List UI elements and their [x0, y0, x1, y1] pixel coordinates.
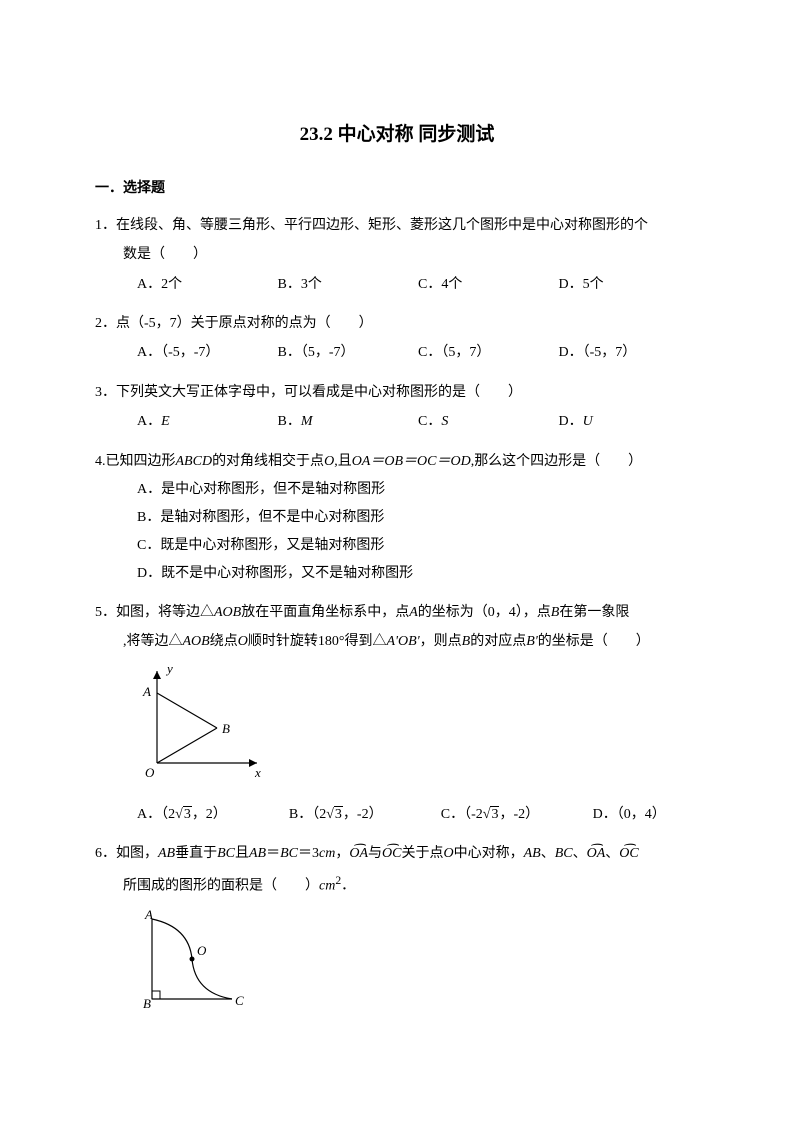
- q5-figure: y x A B O: [95, 663, 699, 794]
- q3-option-b: B．M: [278, 407, 419, 436]
- arc-oc: OC: [382, 839, 401, 868]
- q2-option-a: A．（-5，-7）: [137, 338, 278, 367]
- q5-diagram: y x A B O: [137, 663, 267, 783]
- q5-line2: ,将等边△AOB绕点O顺时针旋转180°得到△A'OB'，则点B的对应点B'的坐…: [95, 627, 699, 656]
- question-2: 2．点（-5，7）关于原点对称的点为（ ） A．（-5，-7） B．（5，-7）…: [95, 309, 699, 368]
- q5-line1: 5．如图，将等边△AOB放在平面直角坐标系中，点A的坐标为（0，4），点B在第一…: [95, 598, 699, 627]
- q2-option-c: C．（5，7）: [418, 338, 559, 367]
- q2-option-b: B．（5，-7）: [278, 338, 419, 367]
- q4-options: A．是中心对称图形，但不是轴对称图形 B．是轴对称图形，但不是中心对称图形 C．…: [95, 476, 699, 588]
- q1-option-a: A．2个: [137, 270, 278, 299]
- q1-option-c: C．4个: [418, 270, 559, 299]
- q3-option-c: C．S: [418, 407, 559, 436]
- svg-text:C: C: [235, 993, 244, 1008]
- q6-figure: A O B C: [95, 907, 699, 1023]
- q1-text-line1: 1．在线段、角、等腰三角形、平行四边形、矩形、菱形这几个图形中是中心对称图形的个: [95, 211, 699, 240]
- question-4: 4.已知四边形ABCD的对角线相交于点O,且OA＝OB＝OC＝OD,那么这个四边…: [95, 447, 699, 588]
- section-header: 一．选择题: [95, 178, 699, 200]
- q4-option-a: A．是中心对称图形，但不是轴对称图形: [137, 476, 699, 504]
- q2-options: A．（-5，-7） B．（5，-7） C．（5，7） D．（-5，7）: [95, 338, 699, 367]
- svg-text:O: O: [197, 943, 207, 958]
- question-6: 6．如图，AB垂直于BC且AB＝BC＝3cm，OA与OC关于点O中心对称，AB、…: [95, 839, 699, 1023]
- q3-options: A．E B．M C．S D．U: [95, 407, 699, 436]
- q5-option-a: A．（23，2）: [137, 800, 281, 829]
- q5-options: A．（23，2） B．（23，-2） C．（-23，-2） D．（0，4）: [95, 800, 699, 829]
- arc-oa-2: OA: [587, 839, 606, 868]
- arc-oa: OA: [349, 839, 368, 868]
- q3-option-a: A．E: [137, 407, 278, 436]
- q4-option-c: C．既是中心对称图形，又是轴对称图形: [137, 532, 699, 560]
- q2-text: 2．点（-5，7）关于原点对称的点为（ ）: [95, 309, 699, 338]
- svg-text:B: B: [222, 721, 230, 736]
- q1-options: A．2个 B．3个 C．4个 D．5个: [95, 270, 699, 299]
- q1-text-line2: 数是（ ）: [95, 240, 699, 269]
- q4-text: 4.已知四边形ABCD的对角线相交于点O,且OA＝OB＝OC＝OD,那么这个四边…: [95, 447, 699, 476]
- svg-text:y: y: [165, 663, 173, 676]
- question-1: 1．在线段、角、等腰三角形、平行四边形、矩形、菱形这几个图形中是中心对称图形的个…: [95, 211, 699, 299]
- q3-text: 3．下列英文大写正体字母中，可以看成是中心对称图形的是（ ）: [95, 378, 699, 407]
- q4-option-b: B．是轴对称图形，但不是中心对称图形: [137, 504, 699, 532]
- q1-option-b: B．3个: [278, 270, 419, 299]
- q6-line1: 6．如图，AB垂直于BC且AB＝BC＝3cm，OA与OC关于点O中心对称，AB、…: [95, 839, 699, 868]
- question-5: 5．如图，将等边△AOB放在平面直角坐标系中，点A的坐标为（0，4），点B在第一…: [95, 598, 699, 830]
- q6-diagram: A O B C: [137, 907, 267, 1012]
- q5-option-c: C．（-23，-2）: [441, 800, 585, 829]
- q6-line2: 所围成的图形的面积是（ ）cm2．: [95, 869, 699, 901]
- svg-text:B: B: [143, 996, 151, 1011]
- q1-option-d: D．5个: [559, 270, 700, 299]
- svg-text:O: O: [145, 765, 155, 780]
- q2-option-d: D．（-5，7）: [559, 338, 700, 367]
- svg-text:A: A: [144, 907, 153, 922]
- q3-option-d: D．U: [559, 407, 700, 436]
- question-3: 3．下列英文大写正体字母中，可以看成是中心对称图形的是（ ） A．E B．M C…: [95, 378, 699, 437]
- q4-option-d: D．既不是中心对称图形，又不是轴对称图形: [137, 560, 699, 588]
- svg-text:A: A: [142, 684, 151, 699]
- svg-text:x: x: [254, 765, 261, 780]
- page-title: 23.2 中心对称 同步测试: [95, 120, 699, 150]
- q5-option-d: D．（0，4）: [593, 800, 699, 829]
- arc-oc-2: OC: [619, 839, 638, 868]
- q5-option-b: B．（23，-2）: [289, 800, 433, 829]
